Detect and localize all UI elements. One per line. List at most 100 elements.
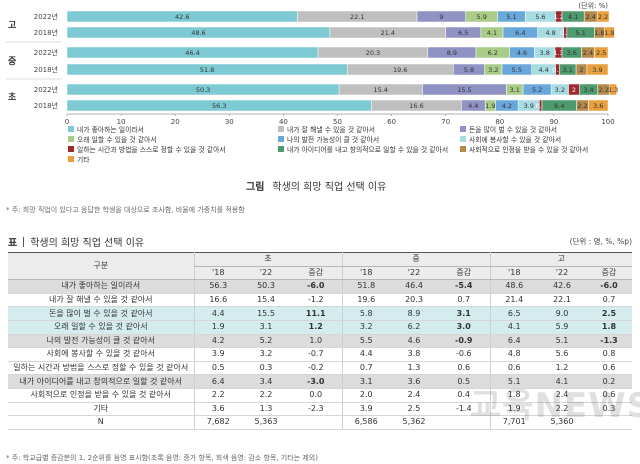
legend-label: 내가 좋아하는 일이라서 xyxy=(77,125,144,134)
bar-value-label: 0.5 xyxy=(535,102,545,110)
table-cell: 19.6 xyxy=(341,293,390,308)
bar-value-label: 1.2 xyxy=(554,13,564,21)
subheader-change: 증감 xyxy=(586,266,632,281)
bar-value-label: 3.6 xyxy=(593,102,603,110)
legend-swatch xyxy=(68,126,74,132)
table-cell: 5.2 xyxy=(242,334,290,349)
legend-swatch xyxy=(68,136,74,142)
table-cell: 0.7 xyxy=(341,361,390,376)
table-cell: 7,682 xyxy=(193,415,242,430)
table-row: 기타 3.6 1.3 -2.3 3.9 2.5 -1.4 1.9 2.2 0.3 xyxy=(8,402,632,417)
table-cell: 3.1 xyxy=(341,374,390,389)
table-row: 내가 좋아하는 일이라서 56.3 50.3 -6.0 51.8 46.4 -5.4 48.6… xyxy=(8,279,632,294)
table-cell: 0.8 xyxy=(586,347,632,362)
table-cell: 0.0 xyxy=(290,388,342,403)
bar-value-label: 3.1 xyxy=(563,66,573,74)
bar-value-label: 9 xyxy=(439,13,443,21)
table-cell: 1.3 xyxy=(390,361,438,376)
table-cell: 0.5 xyxy=(193,361,242,376)
subheader-year: '18 xyxy=(341,266,390,281)
table-subheader-row: '18'22 증감 '18'22 증감 '18'22 증감 xyxy=(8,266,632,281)
bar-value-label: 2.2 xyxy=(598,13,608,21)
table-cell: 42.6 xyxy=(538,279,586,294)
legend-label: 오래 일할 수 있을 것 같아서 xyxy=(77,135,157,144)
table-cell: 21.4 xyxy=(489,293,538,308)
bar-value-label: 2.2 xyxy=(577,102,587,110)
bar-value-label: 19.6 xyxy=(393,66,407,74)
legend-label: 내가 아이디어를 내고 창의적으로 일할 수 있을 것 같아서 xyxy=(287,145,448,154)
bar-value-label: 8.9 xyxy=(447,49,457,57)
row-label: 돈을 많이 벌 수 있을 것 같아서 xyxy=(8,306,194,321)
table-cell: -2.3 xyxy=(290,402,342,417)
table-cell: 6.2 xyxy=(390,320,438,335)
table-cell: 22.1 xyxy=(538,293,586,308)
table-heading: 표 학생의 희망 직업 선택 이유 (단위 : 명, %, %p) xyxy=(8,234,632,249)
table-cell: 4.1 xyxy=(489,320,538,335)
table-cell: 2.0 xyxy=(341,388,390,403)
table-cell: 5.9 xyxy=(538,320,586,335)
bar-value-label: 3.9 xyxy=(592,66,602,74)
table-cell: 0.3 xyxy=(586,402,632,417)
table-cell: 9.0 xyxy=(538,306,586,321)
bars-layer: 42.6 22.1 9 5.9 5.1 5.6 1.2 4.1 2.4 2.248.6 21.4 6.… xyxy=(66,10,618,112)
bar-value-label: 3.8 xyxy=(540,49,550,57)
bar-value-label: 4.1 xyxy=(487,29,497,37)
group-header-elementary: 초 xyxy=(193,252,342,267)
table-cell: 11.1 xyxy=(290,306,342,321)
table-row: 오래 일할 수 있을 것 같아서 1.9 3.1 1.2 3.2 6.2 3.0 4.1 5.9… xyxy=(8,320,632,335)
table-note: * 주: 학교급별 증감분의 1, 2순위를 음영 표시함(초록 음영: 증가 … xyxy=(6,454,318,462)
x-tick-label: 80 xyxy=(495,118,504,126)
x-tick-label: 90 xyxy=(549,118,558,126)
table-cell: 2.2 xyxy=(242,388,290,403)
bar-value-label: 6.4 xyxy=(515,29,525,37)
bar-value-label: 5.8 xyxy=(464,66,474,74)
table-row: 사회에 봉사할 수 있을 것 같아서 3.9 3.2 -0.7 4.4 3.8 -0.6 4.… xyxy=(8,347,632,362)
table-cell: 1.2 xyxy=(290,320,342,335)
legend-label: 기타 xyxy=(77,155,90,164)
table-cell: 6.4 xyxy=(489,334,538,349)
row-label: 내가 아이디어를 내고 창의적으로 일할 것 같아서 xyxy=(8,374,194,389)
bar-value-label: 2.4 xyxy=(583,49,593,57)
table-cell: 6.4 xyxy=(193,374,242,389)
table-cell: 3.2 xyxy=(341,320,390,335)
table-cell: 1.2 xyxy=(538,361,586,376)
table-cell: 48.6 xyxy=(489,279,538,294)
table-label: 표 xyxy=(8,238,18,249)
figure-label: 그림 xyxy=(246,182,265,193)
legend-label: 나의 발전 가능성이 클 것 같아서 xyxy=(287,135,379,144)
bar-value-label: 48.6 xyxy=(191,29,205,37)
table-row: 일하는 시간과 방법을 스스로 정할 수 있을 것 같아서 0.5 0.3 -0.2 0… xyxy=(8,361,632,376)
legend-swatch xyxy=(460,146,466,152)
table-cell: -0.7 xyxy=(290,347,342,362)
x-tick-label: 100 xyxy=(601,118,614,126)
table-cell: -1.4 xyxy=(438,402,490,417)
table-cell: 5,362 xyxy=(390,415,438,430)
legend-swatch xyxy=(278,136,284,142)
bar-value-label: 3.1 xyxy=(510,86,520,94)
bar-value-label: 5.6 xyxy=(535,13,545,21)
table-cell: 0.6 xyxy=(586,361,632,376)
table-cell: 0.6 xyxy=(489,361,538,376)
table-group-header-row: 구분 초 중 고 xyxy=(8,252,632,281)
bar-segment xyxy=(586,63,609,76)
table-cell: 0.6 xyxy=(586,388,632,403)
bar-value-label: 2.2 xyxy=(599,86,609,94)
table-cell: 2.4 xyxy=(390,388,438,403)
table-header-label: 구분 xyxy=(8,252,194,281)
bar-value-label: 15.4 xyxy=(374,86,388,94)
table-row: 내가 잘 해낼 수 있을 것 같아서 16.6 15.4 -1.2 19.6 20.3 0.… xyxy=(8,293,632,308)
table-cell: 4.4 xyxy=(341,347,390,362)
subheader-year: '18 xyxy=(489,266,538,281)
table-cell: 5.6 xyxy=(538,347,586,362)
row-label: 오래 일할 수 있을 것 같아서 xyxy=(8,320,194,335)
bar-value-label: 1.9 xyxy=(604,29,614,37)
x-tick-label: 0 xyxy=(65,118,69,126)
bar-segment xyxy=(603,26,615,39)
row-label: 내가 좋아하는 일이라서 xyxy=(8,279,194,294)
table-cell: -1.3 xyxy=(586,334,632,349)
legend-swatch xyxy=(460,126,466,132)
bar-value-label: 1.3 xyxy=(553,49,563,57)
table-cell: 4.8 xyxy=(489,347,538,362)
bar-segment xyxy=(588,99,609,112)
row-label: 사회적으로 인정을 받을 수 있을 것 같아서 xyxy=(8,388,194,403)
